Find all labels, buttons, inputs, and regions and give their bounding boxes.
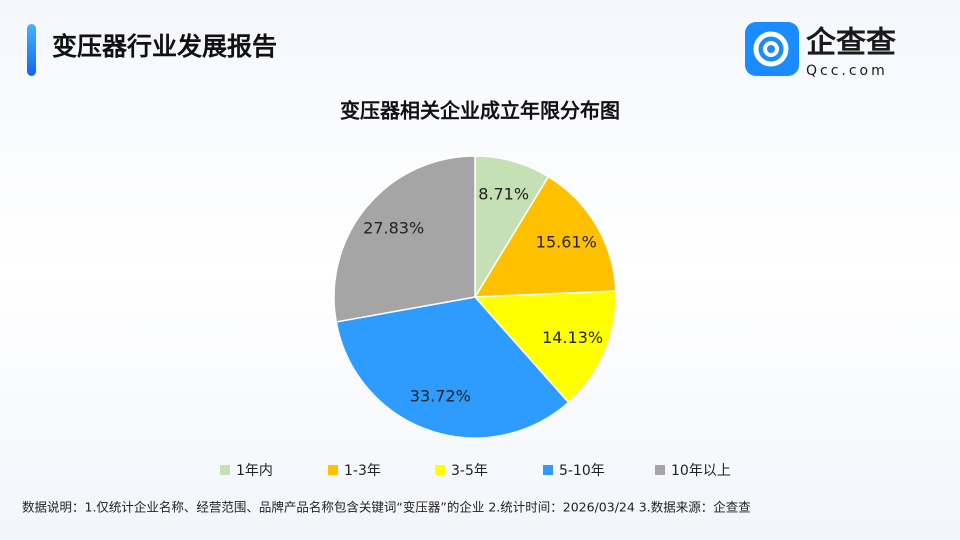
- legend-label: 1年内: [236, 463, 273, 479]
- legend-swatch: [655, 465, 665, 475]
- legend-swatch: [328, 465, 338, 475]
- data-label: 33.72%: [410, 387, 471, 406]
- pie-slice: [335, 296, 570, 439]
- pie-slice: [333, 155, 476, 323]
- legend-label: 5-10年: [559, 463, 605, 479]
- data-label: 14.13%: [542, 328, 603, 347]
- chart-title: 变压器相关企业成立年限分布图: [340, 99, 620, 123]
- legend-label: 3-5年: [451, 463, 488, 479]
- logo-icon: [745, 22, 799, 76]
- logo-name: 企查查: [806, 26, 896, 61]
- legend: 1年内 1-3年 3-5年 5-10年 10年以上: [220, 463, 731, 479]
- title-accent: [27, 24, 36, 76]
- footer-note: 数据说明：1.仅统计企业名称、经营范围、品牌产品名称包含关键词“变压器”的企业 …: [22, 500, 751, 515]
- legend-swatch: [543, 465, 553, 475]
- legend-label: 10年以上: [671, 463, 731, 479]
- data-label: 15.61%: [536, 233, 597, 252]
- pie: 8.71% 15.61% 14.13% 33.72% 27.83%: [333, 155, 617, 439]
- legend-swatch: [435, 465, 445, 475]
- logo-ring: [763, 41, 779, 57]
- logo-ring: [753, 31, 789, 67]
- pie-slice: [473, 290, 617, 404]
- legend-label: 1-3年: [344, 463, 381, 479]
- legend-swatch: [220, 465, 230, 475]
- pie-slice: [473, 175, 617, 298]
- report-title: 变压器行业发展报告: [52, 32, 277, 61]
- logo-domain: Qcc.com: [806, 63, 888, 79]
- data-label: 27.83%: [363, 218, 424, 237]
- data-label: 8.71%: [478, 184, 529, 203]
